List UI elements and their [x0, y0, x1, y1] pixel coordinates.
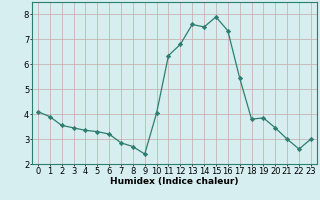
- X-axis label: Humidex (Indice chaleur): Humidex (Indice chaleur): [110, 177, 239, 186]
